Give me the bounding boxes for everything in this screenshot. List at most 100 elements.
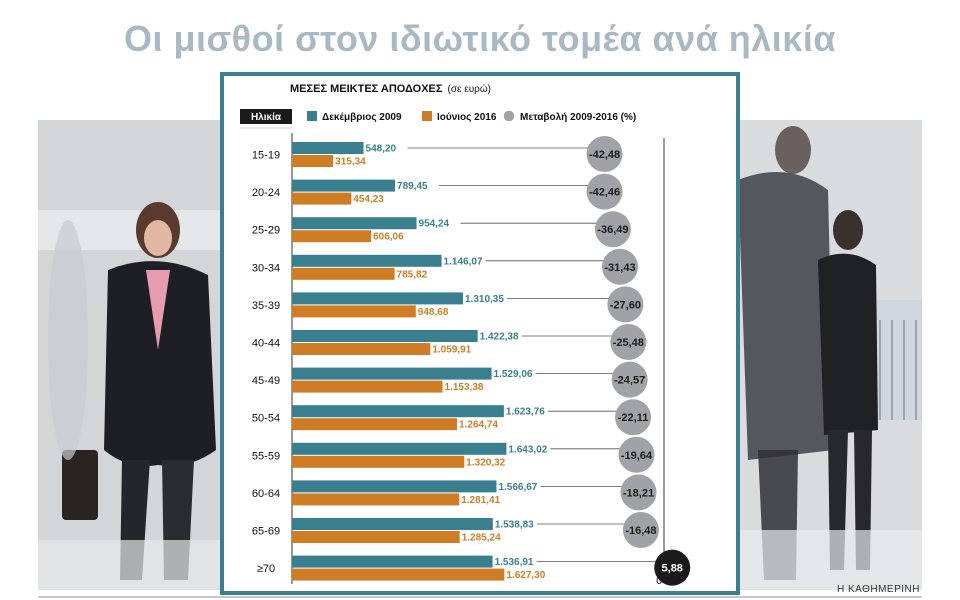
bar-2009	[292, 142, 364, 154]
bar-2016	[292, 155, 334, 167]
change-label: -31,43	[604, 262, 635, 274]
change-label: -19,64	[621, 450, 653, 462]
value-label-2016: 1.153,38	[445, 382, 484, 393]
age-label: 15-19	[252, 150, 280, 162]
bar-2016	[292, 267, 395, 280]
change-bubble	[615, 399, 652, 436]
bar-2009	[292, 405, 504, 418]
legend-label-2009: Δεκέμβριος 2009	[322, 112, 402, 123]
legend-label-2016: Ιούνιος 2016	[437, 112, 497, 123]
background-photo-right	[738, 120, 922, 590]
value-label-2016: 315,34	[335, 157, 366, 168]
bar-chart: ΜΕΣΕΣ ΜΕΙΚΤΕΣ ΑΠΟΔΟΧΕΣ (σε ευρώ) Ηλικία …	[240, 83, 691, 587]
change-bubble	[586, 136, 623, 172]
age-label: 45-49	[252, 375, 280, 387]
bar-2016	[292, 455, 465, 468]
bar-2009	[292, 292, 464, 305]
chart-subtitle: (σε ευρώ)	[448, 83, 492, 95]
age-label: 55-59	[252, 450, 280, 462]
value-label-2009: 1.566,67	[498, 482, 537, 493]
change-label: -24,57	[614, 375, 645, 387]
change-bubble	[594, 211, 631, 248]
bottom-rule	[38, 596, 922, 598]
age-label: 60-64	[252, 488, 280, 500]
value-label-2016: 1.320,32	[466, 457, 505, 468]
age-label: 40-44	[252, 338, 280, 350]
bar-2009	[292, 518, 493, 530]
page-title: Οι μισθοί στον ιδιωτικό τομέα ανά ηλικία	[124, 18, 836, 59]
change-label: -42,46	[589, 187, 620, 199]
source-credit: Η ΚΑΘΗΜΕΡΙΝΗ	[836, 584, 920, 595]
bar-2016	[292, 493, 460, 506]
bar-2009	[292, 217, 417, 230]
age-header: Ηλικία	[251, 112, 282, 123]
value-label-2009: 1.146,07	[444, 256, 483, 267]
age-label: 65-69	[252, 526, 280, 538]
change-label: -25,48	[613, 337, 644, 349]
age-label: 25-29	[252, 225, 280, 237]
age-label: 30-34	[252, 262, 280, 274]
bar-2016	[292, 192, 352, 205]
value-label-2009: 1.643,02	[508, 444, 547, 455]
value-label-2016: 1.281,41	[461, 495, 500, 506]
value-label-2016: 454,23	[353, 194, 384, 205]
value-label-2009: 1.422,38	[480, 332, 519, 343]
value-label-2016: 1.059,91	[432, 345, 471, 356]
bar-2009	[292, 555, 493, 568]
change-bubble	[610, 324, 647, 360]
value-label-2009: 789,45	[397, 181, 428, 192]
change-bubble	[620, 474, 657, 511]
change-bubble	[601, 248, 638, 285]
age-header-background	[240, 109, 292, 124]
bar-2016	[292, 531, 460, 543]
bar-2009	[292, 367, 492, 380]
change-label: -36,49	[597, 224, 628, 236]
change-label: -16,48	[625, 525, 656, 537]
people-walking-photo	[38, 120, 224, 590]
value-label-2009: 954,24	[419, 219, 450, 230]
chart-title: ΜΕΣΕΣ ΜΕΙΚΤΕΣ ΑΠΟΔΟΧΕΣ	[290, 83, 443, 95]
chart-panel: ΜΕΣΕΣ ΜΕΙΚΤΕΣ ΑΠΟΔΟΧΕΣ (σε ευρώ) Ηλικία …	[220, 72, 740, 595]
bar-2009	[292, 480, 497, 493]
people-walking-photo	[738, 120, 922, 590]
value-label-2016: 1.264,74	[459, 420, 498, 431]
value-label-2009: 1.536,91	[495, 557, 534, 568]
value-label-2016: 606,06	[373, 232, 404, 243]
bar-2016	[292, 380, 443, 393]
bar-2009	[292, 254, 442, 267]
bar-2009	[292, 179, 396, 192]
legend-swatch-2016	[422, 111, 432, 121]
change-label: -27,60	[610, 299, 641, 311]
change-bubble	[618, 436, 655, 473]
value-label-2016: 1.627,30	[506, 570, 545, 581]
change-label: -42,48	[589, 149, 620, 161]
value-label-2016: 785,82	[397, 269, 428, 280]
age-label: 50-54	[252, 413, 280, 425]
bar-2016	[292, 418, 458, 431]
change-bubble	[611, 361, 648, 398]
age-label: 20-24	[252, 187, 280, 199]
change-bubble	[586, 173, 623, 210]
bar-2009	[292, 442, 507, 455]
change-label: -18,21	[623, 487, 654, 499]
value-label-2009: 1.623,76	[506, 407, 545, 418]
value-label-2009: 1.310,35	[465, 294, 504, 305]
bar-2016	[292, 305, 416, 318]
bar-2016	[292, 230, 372, 243]
age-label: ≥70	[257, 563, 275, 575]
value-label-2009: 548,20	[366, 144, 397, 155]
value-label-2016: 1.285,24	[462, 533, 501, 544]
legend-label-change: Μεταβολή 2009-2016 (%)	[520, 112, 636, 123]
value-label-2016: 948,68	[418, 307, 449, 318]
change-bubble	[607, 286, 644, 323]
legend-swatch-change	[502, 109, 516, 123]
legend-swatch-2009	[307, 111, 317, 121]
change-label: -22,11	[618, 412, 649, 424]
bar-2016	[292, 568, 505, 581]
age-label: 35-39	[252, 300, 280, 312]
value-label-2009: 1.538,83	[495, 520, 534, 531]
change-bubble	[654, 549, 691, 586]
change-label: 5,88	[662, 563, 683, 575]
bar-2009	[292, 330, 478, 342]
change-bubble	[622, 512, 659, 548]
